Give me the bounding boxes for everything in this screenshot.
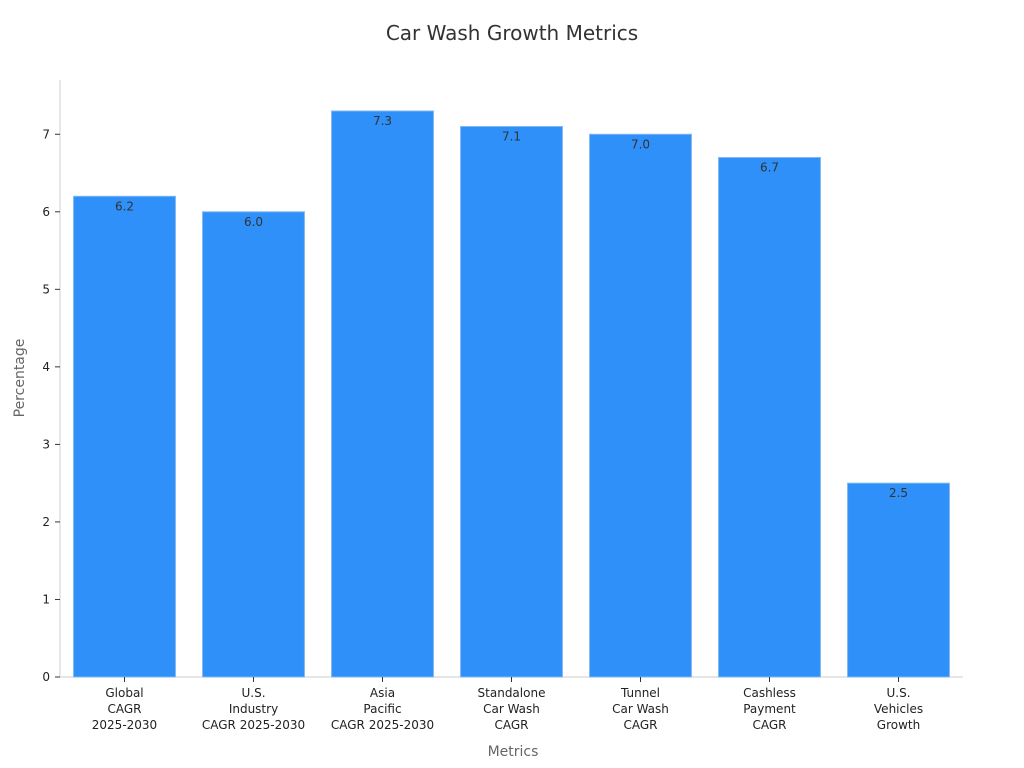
y-tick-label: 0 [42,670,50,684]
data-label: 7.3 [373,114,392,128]
x-tick-label: U.S. Industry CAGR 2025-2030 [202,686,305,732]
x-tick-label-line: Global [105,686,143,700]
x-tick-label-line: U.S. [241,686,265,700]
data-label: 2.5 [889,486,908,500]
x-tick-label-line: Tunnel [620,686,660,700]
plot-area: 0 1 2 3 4 5 6 7 6.2 Global CAGR 2025-2030 6.0 U.S. Ind… [42,80,963,732]
x-tick-label-line: Standalone [478,686,546,700]
y-tick-label: 2 [42,515,50,529]
bar [73,195,176,678]
chart-title: Car Wash Growth Metrics [386,21,638,45]
x-tick-label-line: Cashless [743,686,796,700]
y-tick-label: 5 [42,282,50,296]
x-tick-label-line: Car Wash [612,702,669,716]
x-tick-label-line: CAGR 2025-2030 [202,718,305,732]
x-tick-label-line: Industry [229,702,278,716]
bar [589,133,692,678]
x-tick-label-line: Pacific [363,702,401,716]
x-tick-label: Tunnel Car Wash CAGR [612,686,669,732]
y-tick-label: 3 [42,437,50,451]
y-tick-label: 6 [42,205,50,219]
y-axis-label: Percentage [12,339,28,418]
x-tick-label-line: U.S. [886,686,910,700]
bar [847,482,950,678]
x-tick-label-line: CAGR [494,718,528,732]
x-tick-label: Standalone Car Wash CAGR [478,686,546,732]
x-tick-label-line: Car Wash [483,702,540,716]
x-tick-label-line: CAGR [107,702,141,716]
y-tick-label: 4 [42,360,50,374]
data-label: 6.0 [244,215,263,229]
x-tick-label: Cashless Payment CAGR [743,686,796,732]
x-tick-label-line: CAGR 2025-2030 [331,718,434,732]
x-tick-label-line: Payment [743,702,796,716]
x-axis-label: Metrics [488,744,539,760]
bar [460,126,563,678]
data-label: 6.2 [115,199,134,213]
x-tick-label-line: Vehicles [874,702,923,716]
x-tick-label-line: CAGR [752,718,786,732]
x-tick-label: U.S. Vehicles Growth [874,686,923,732]
bar [718,157,821,678]
bar [331,110,434,678]
x-tick-label-line: CAGR [623,718,657,732]
y-tick-label: 1 [42,592,50,606]
data-label: 6.7 [760,161,779,175]
bar [202,211,305,678]
y-tick-label: 7 [42,127,50,141]
data-label: 7.1 [502,130,521,144]
x-tick-label-line: 2025-2030 [92,718,157,732]
x-tick-label: Asia Pacific CAGR 2025-2030 [331,686,434,732]
x-tick-label: Global CAGR 2025-2030 [92,686,157,732]
data-label: 7.0 [631,137,650,151]
x-tick-label-line: Growth [877,718,920,732]
x-tick-label-line: Asia [370,686,395,700]
